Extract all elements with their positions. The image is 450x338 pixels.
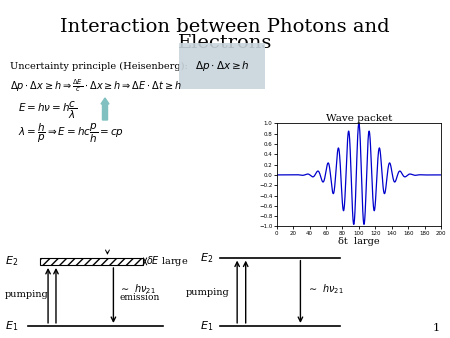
Title: Wave packet: Wave packet bbox=[326, 114, 392, 123]
Text: $\sim\ h\nu_{21}$: $\sim\ h\nu_{21}$ bbox=[119, 282, 156, 296]
Text: $E = h\nu = h\dfrac{c}{\lambda}$: $E = h\nu = h\dfrac{c}{\lambda}$ bbox=[18, 99, 77, 121]
X-axis label: δt  large: δt large bbox=[338, 237, 380, 246]
Text: $\sim\ h\nu_{21}$: $\sim\ h\nu_{21}$ bbox=[307, 282, 344, 296]
Text: 1: 1 bbox=[433, 323, 440, 333]
Text: $E_2$: $E_2$ bbox=[5, 255, 18, 268]
Text: pumping: pumping bbox=[4, 290, 48, 299]
Bar bbox=[40, 258, 143, 265]
FancyArrow shape bbox=[101, 98, 109, 120]
Text: $E_1$: $E_1$ bbox=[5, 319, 19, 333]
Text: emission: emission bbox=[119, 293, 160, 302]
Text: $E_1$: $E_1$ bbox=[199, 319, 213, 333]
Text: $\Delta p \cdot \Delta x \geq h$: $\Delta p \cdot \Delta x \geq h$ bbox=[195, 59, 250, 73]
Text: $\Delta p \cdot \Delta x \geq h \Rightarrow \frac{\Delta E}{c} \cdot \Delta x \g: $\Delta p \cdot \Delta x \geq h \Rightar… bbox=[10, 78, 182, 94]
Text: $\delta E$ large: $\delta E$ large bbox=[146, 255, 189, 268]
Text: $\lambda = \dfrac{h}{p} \Rightarrow E = hc\dfrac{p}{h} = cp$: $\lambda = \dfrac{h}{p} \Rightarrow E = … bbox=[18, 121, 124, 145]
Text: pumping: pumping bbox=[186, 288, 230, 297]
Text: Uncertainty principle (Heisenberg):: Uncertainty principle (Heisenberg): bbox=[10, 62, 188, 71]
Text: Electrons: Electrons bbox=[178, 34, 272, 52]
Text: Interaction between Photons and: Interaction between Photons and bbox=[60, 18, 390, 36]
Text: $E_2$: $E_2$ bbox=[199, 251, 213, 265]
